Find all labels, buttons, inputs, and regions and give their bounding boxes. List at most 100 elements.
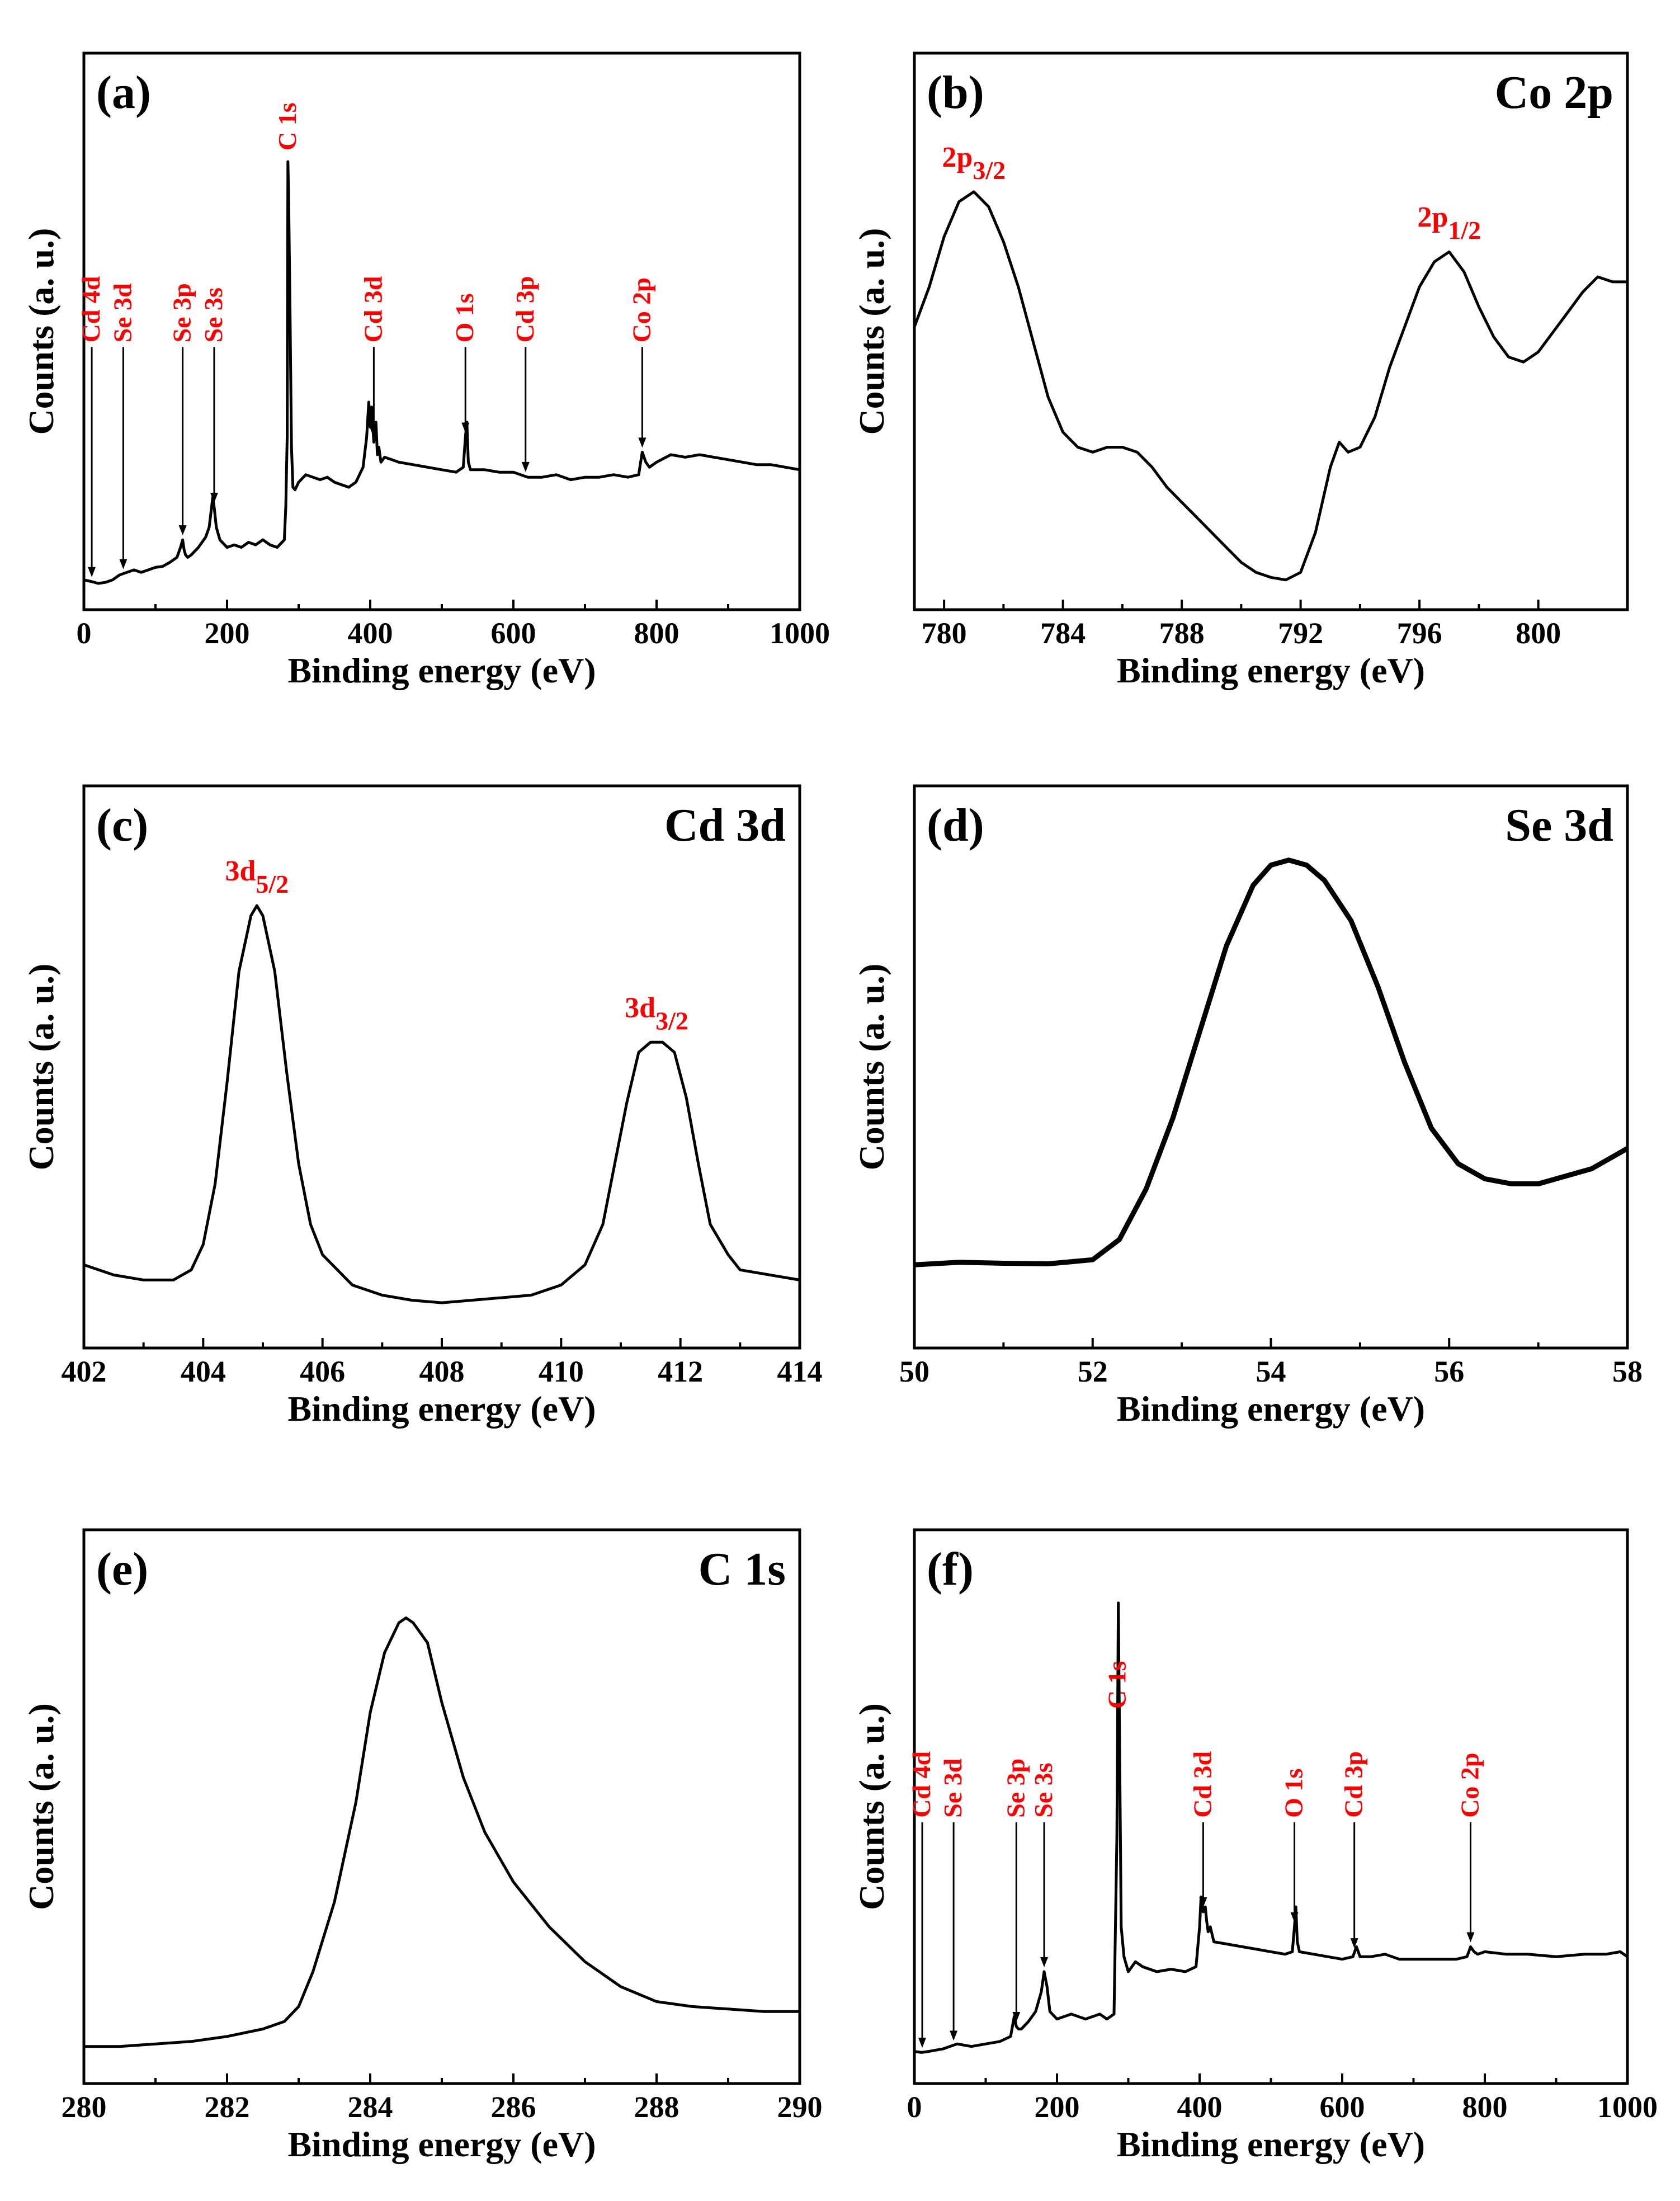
x-tick-label: 800: [1516, 616, 1561, 650]
peak-annotation-text: 2p: [942, 142, 973, 173]
peak-annotation: 3d5/2: [225, 855, 289, 898]
x-tick-label: 788: [1159, 616, 1205, 650]
panel-label: (b): [927, 67, 984, 119]
peak-annotation: Cd 4d: [907, 1751, 936, 1817]
x-tick-label: 800: [1462, 2090, 1508, 2124]
peak-annotation: Se 3s: [199, 288, 228, 342]
annotation-arrowhead: [461, 422, 470, 433]
x-axis-title: Binding energy (eV): [287, 1389, 596, 1429]
peak-annotation: C 1s: [273, 102, 301, 150]
y-axis-title: Counts (a. u.): [852, 228, 891, 435]
panel-title: Se 3d: [1505, 799, 1613, 851]
peak-annotation: Co 2p: [627, 277, 655, 342]
peak-annotation: Se 3p: [168, 283, 196, 342]
x-tick-label: 0: [907, 2090, 922, 2124]
peak-annotation-subscript: 3/2: [973, 156, 1006, 185]
x-tick-label: 286: [491, 2090, 536, 2124]
peak-annotation: Cd 3p: [1339, 1751, 1368, 1818]
panel-label: (a): [96, 67, 151, 119]
annotation-arrowhead: [1466, 1932, 1475, 1943]
x-tick-label: 50: [899, 1355, 929, 1388]
y-axis-title: Counts (a. u.): [852, 964, 891, 1171]
x-tick-label: 780: [922, 616, 967, 650]
x-tick-label: 0: [77, 616, 92, 650]
annotation-arrowhead: [210, 492, 218, 503]
x-tick-label: 284: [348, 2090, 393, 2124]
annotation-arrowhead: [1012, 2012, 1021, 2023]
x-axis-title: Binding energy (eV): [1117, 2124, 1425, 2164]
y-axis-title: Counts (a. u.): [21, 1703, 61, 1910]
panel-b: 780 784 788 792 796 800 Binding energy (eV) Cou…: [852, 51, 1629, 690]
x-tick-label: 282: [205, 2090, 250, 2124]
x-tick-label: 56: [1434, 1355, 1464, 1388]
series-line: [914, 857, 1629, 1267]
y-axis-title: Counts (a. u.): [852, 1703, 891, 1910]
series-line: [83, 160, 800, 585]
series-line: [913, 190, 1627, 582]
peak-annotation: 2p3/2: [942, 142, 1006, 185]
panel-label: (d): [927, 799, 984, 851]
peak-annotation-text: 3d: [225, 855, 256, 887]
x-tick-label: 784: [1040, 616, 1086, 650]
peak-annotation: 2p1/2: [1417, 201, 1481, 244]
series-line: [84, 1616, 800, 2048]
peak-annotation: 3d3/2: [625, 992, 688, 1035]
x-tick-label: 52: [1078, 1355, 1108, 1388]
peak-annotation-text: 2p: [1417, 201, 1448, 233]
peak-annotation: Cd 3p: [511, 276, 539, 343]
peak-annotation: Cd 3d: [358, 276, 387, 342]
panel-title: Cd 3d: [664, 799, 786, 851]
x-tick-label: 406: [300, 1355, 345, 1388]
x-tick-label: 404: [181, 1355, 226, 1388]
peak-annotation: Co 2p: [1456, 1752, 1484, 1817]
annotation-arrowhead: [950, 2030, 958, 2041]
panel-e: 280 282 284 286 288 290 Binding energy (eV) Cou…: [21, 1528, 823, 2164]
panel-label: (c): [96, 799, 148, 851]
peak-annotation: Cd 3d: [1188, 1751, 1216, 1817]
x-axis-title: Binding energy (eV): [287, 2124, 596, 2164]
annotation-arrowhead: [1199, 1897, 1207, 1908]
x-tick-label: 200: [205, 616, 250, 650]
series-line: [83, 904, 800, 1304]
x-tick-label: 290: [777, 2090, 823, 2124]
annotation-arrowhead: [370, 427, 378, 438]
x-tick-label: 402: [62, 1355, 107, 1388]
annotation-arrowhead: [1290, 1912, 1299, 1922]
x-tick-label: 796: [1397, 616, 1442, 650]
x-tick-label: 800: [634, 616, 679, 650]
peak-annotation-text: 3d: [625, 992, 655, 1024]
y-axis-title: Counts (a. u.): [21, 228, 61, 435]
annotation-arrowhead: [638, 437, 646, 448]
x-tick-label: 600: [1320, 2090, 1365, 2124]
annotation-arrowhead: [88, 567, 96, 577]
x-tick-label: 410: [539, 1355, 584, 1388]
annotation-arrowhead: [119, 559, 128, 569]
annotation-arrowhead: [1350, 1938, 1358, 1949]
x-tick-label: 280: [62, 2090, 107, 2124]
annotation-arrowhead: [178, 525, 187, 536]
peak-annotation-subscript: 1/2: [1448, 216, 1481, 244]
series-line: [914, 1601, 1629, 2054]
peak-annotation-subscript: 3/2: [655, 1006, 688, 1035]
x-axis-title: Binding energy (eV): [1117, 1389, 1425, 1429]
peak-annotation: Cd 4d: [77, 276, 105, 342]
peak-annotation: C 1s: [1102, 1661, 1131, 1709]
annotation-arrowhead: [918, 2038, 927, 2048]
x-tick-label: 1000: [770, 616, 830, 650]
x-tick-label: 400: [1177, 2090, 1223, 2124]
peak-annotation: Se 3d: [108, 283, 136, 343]
peak-annotation: O 1s: [1280, 1769, 1308, 1818]
x-tick-label: 414: [777, 1355, 823, 1388]
panel-c: 402 404 406 408 410 412 414 Binding energy (eV)…: [21, 784, 823, 1429]
peak-annotation: Se 3s: [1029, 1762, 1058, 1817]
panel-d: 50 52 54 56 58 Binding energy (eV) Counts (a. …: [852, 784, 1643, 1429]
annotation-arrowhead: [521, 461, 530, 472]
annotation-arrowhead: [1040, 1957, 1049, 1968]
peak-annotation: Se 3d: [938, 1758, 967, 1818]
panel-label: (e): [96, 1543, 148, 1595]
plot-frame: [82, 784, 801, 1350]
panel-f: 0 200 400 600 800 1000 Binding energy (eV) Coun…: [852, 1528, 1658, 2164]
x-tick-label: 58: [1612, 1355, 1643, 1388]
x-axis-title: Binding energy (eV): [1117, 651, 1425, 690]
